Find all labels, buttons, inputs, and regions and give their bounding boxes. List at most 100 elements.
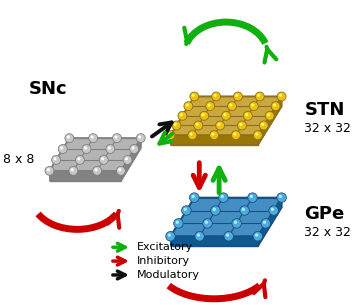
Circle shape [189, 132, 193, 136]
Circle shape [277, 193, 286, 203]
Circle shape [67, 135, 70, 138]
Circle shape [212, 132, 215, 136]
Circle shape [250, 195, 253, 198]
Circle shape [279, 195, 282, 198]
Circle shape [263, 221, 266, 224]
Circle shape [235, 94, 238, 97]
Circle shape [125, 157, 128, 160]
Circle shape [203, 219, 212, 228]
Circle shape [174, 219, 183, 228]
Circle shape [189, 193, 199, 203]
Circle shape [261, 219, 270, 228]
Circle shape [205, 221, 208, 224]
Circle shape [69, 167, 78, 175]
Circle shape [184, 102, 193, 111]
Circle shape [65, 134, 74, 142]
Circle shape [188, 131, 197, 140]
Text: 32 x 32: 32 x 32 [305, 226, 351, 239]
Circle shape [245, 113, 248, 116]
Circle shape [184, 208, 187, 211]
Circle shape [77, 157, 80, 160]
Circle shape [253, 231, 262, 241]
Circle shape [93, 167, 102, 175]
Circle shape [60, 146, 63, 149]
Circle shape [242, 208, 245, 211]
Circle shape [82, 145, 91, 153]
Circle shape [176, 221, 179, 224]
Circle shape [211, 206, 220, 215]
Polygon shape [121, 138, 141, 181]
Circle shape [234, 221, 237, 224]
Circle shape [253, 131, 262, 140]
Circle shape [257, 94, 260, 97]
Circle shape [226, 233, 229, 237]
Circle shape [271, 102, 280, 111]
Text: STN: STN [305, 101, 345, 119]
Circle shape [166, 231, 175, 241]
Circle shape [223, 113, 227, 116]
Circle shape [166, 131, 175, 140]
Circle shape [136, 134, 145, 142]
Circle shape [71, 168, 74, 171]
Circle shape [213, 208, 216, 211]
Circle shape [233, 132, 236, 136]
Circle shape [195, 231, 204, 241]
Circle shape [138, 135, 141, 138]
Circle shape [118, 168, 121, 171]
Text: 32 x 32: 32 x 32 [305, 122, 351, 135]
Circle shape [197, 233, 200, 237]
Circle shape [168, 132, 171, 136]
Circle shape [131, 146, 135, 149]
Circle shape [47, 168, 50, 171]
Circle shape [261, 123, 264, 126]
Circle shape [208, 103, 211, 106]
Circle shape [224, 231, 233, 241]
Circle shape [99, 156, 108, 164]
Circle shape [58, 145, 67, 153]
Polygon shape [49, 171, 121, 181]
Circle shape [221, 195, 224, 198]
Circle shape [201, 113, 205, 116]
Circle shape [251, 103, 254, 106]
Circle shape [239, 123, 242, 126]
Circle shape [255, 132, 258, 136]
Circle shape [200, 111, 209, 120]
Circle shape [244, 111, 252, 120]
Circle shape [90, 135, 94, 138]
Polygon shape [258, 198, 282, 246]
Circle shape [172, 121, 181, 130]
Circle shape [279, 94, 282, 97]
Circle shape [117, 167, 125, 175]
Circle shape [213, 94, 217, 97]
Circle shape [94, 168, 98, 171]
Circle shape [123, 156, 132, 164]
Circle shape [45, 167, 54, 175]
Circle shape [217, 123, 221, 126]
Circle shape [219, 193, 228, 203]
Circle shape [216, 121, 225, 130]
Circle shape [233, 92, 242, 101]
Circle shape [113, 134, 121, 142]
Circle shape [108, 146, 111, 149]
Circle shape [192, 94, 195, 97]
Circle shape [249, 102, 258, 111]
Circle shape [194, 121, 203, 130]
Circle shape [196, 123, 199, 126]
Circle shape [186, 103, 189, 106]
Circle shape [229, 103, 232, 106]
Circle shape [101, 157, 104, 160]
Circle shape [255, 233, 258, 237]
Circle shape [190, 92, 199, 101]
Circle shape [182, 206, 191, 215]
Circle shape [255, 92, 264, 101]
Circle shape [232, 219, 241, 228]
Circle shape [76, 156, 84, 164]
Circle shape [259, 121, 268, 130]
Circle shape [277, 92, 286, 101]
Circle shape [248, 193, 257, 203]
Circle shape [130, 145, 139, 153]
Polygon shape [258, 96, 282, 145]
Polygon shape [171, 96, 282, 135]
Circle shape [212, 92, 221, 101]
Text: 8 x 8: 8 x 8 [3, 153, 34, 167]
